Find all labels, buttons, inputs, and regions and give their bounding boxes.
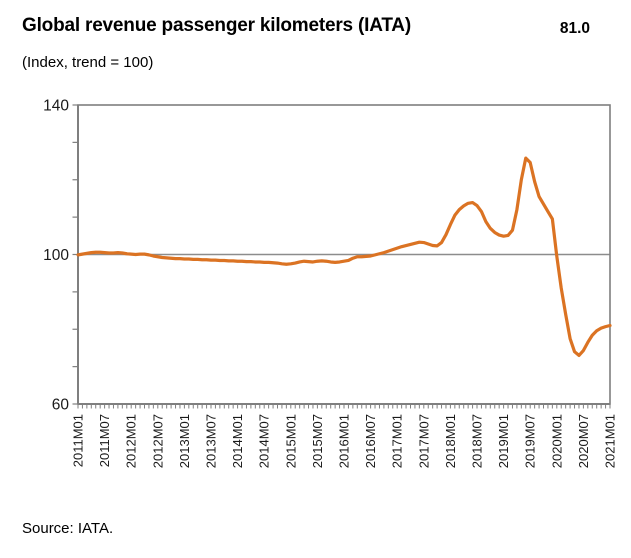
x-axis-label: 2013M07 — [204, 414, 219, 468]
x-axis-label: 2017M07 — [416, 414, 431, 468]
chart-subtitle: (Index, trend = 100) — [22, 54, 154, 71]
latest-value: 81.0 — [559, 20, 590, 37]
x-axis-label: 2015M01 — [283, 414, 298, 468]
x-axis-label: 2017M01 — [390, 414, 405, 468]
x-axis-label: 2016M01 — [337, 414, 352, 468]
x-axis-label: 2019M01 — [496, 414, 511, 468]
chart-title: Global revenue passenger kilometers (IAT… — [22, 15, 411, 36]
x-axis-label: 2011M07 — [97, 414, 112, 467]
x-axis-label: 2011M01 — [71, 414, 86, 467]
x-axis-label: 2012M07 — [150, 414, 165, 468]
x-axis-label: 2020M07 — [576, 414, 591, 468]
x-axis-label: 2019M07 — [523, 414, 538, 468]
x-axis-label: 2014M01 — [230, 414, 245, 468]
x-axis-label: 2018M07 — [470, 414, 485, 468]
source-note: Source: IATA. — [22, 520, 114, 537]
rpk-index-series — [76, 156, 612, 358]
y-axis-label: 60 — [52, 397, 70, 414]
y-axis-label: 140 — [43, 98, 69, 115]
x-axis-label: 2015M07 — [310, 414, 325, 468]
x-axis-label: 2013M01 — [177, 414, 192, 468]
x-axis-label: 2014M07 — [257, 414, 272, 468]
line-chart: 60 100 140 2011M01 2011M07 2012M01 2012M07 2013… — [43, 98, 618, 469]
x-axis-label: 2016M07 — [363, 414, 378, 468]
y-axis-label: 100 — [43, 247, 69, 264]
x-axis-label: 2021M01 — [603, 414, 618, 468]
x-axis-label: 2018M01 — [443, 414, 458, 468]
x-axis-label: 2020M01 — [549, 414, 564, 468]
x-axis-label: 2012M01 — [124, 414, 139, 468]
